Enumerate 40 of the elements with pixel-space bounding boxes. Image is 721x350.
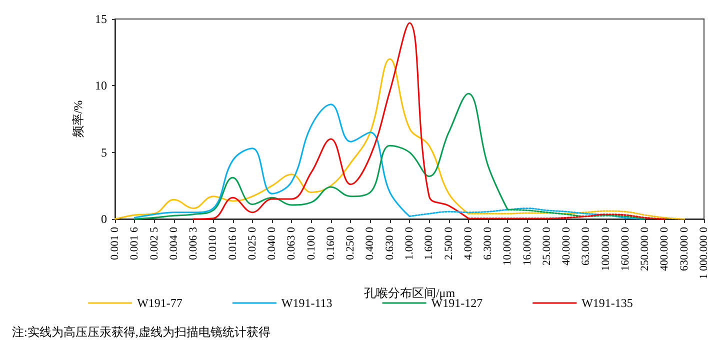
x-tick-label: 0.630 0 xyxy=(384,226,396,260)
x-tick-label: 0.063 0 xyxy=(286,226,298,260)
x-tick-label: 0.250 0 xyxy=(344,226,357,260)
x-tick-label: 63.000 0 xyxy=(580,226,592,266)
x-tick-label: 250.000 0 xyxy=(639,226,652,271)
x-tick-label: 0.006 3 xyxy=(188,226,200,260)
x-tick-label: 1 000.000 0 xyxy=(698,226,710,280)
x-tick-label: 630.000 0 xyxy=(678,226,690,271)
x-tick-label: 100.000 0 xyxy=(600,226,612,271)
x-tick-label: 16.000 0 xyxy=(521,226,534,266)
x-tick-label: 40.000 0 xyxy=(560,226,573,266)
x-tick-label: 160.000 0 xyxy=(619,226,632,271)
x-tick-label: 6.300 0 xyxy=(482,226,494,260)
y-axis-title: 频率/% xyxy=(71,100,86,138)
y-tick-label: 0 xyxy=(101,212,107,226)
x-tick-label: 0.160 0 xyxy=(324,226,337,260)
x-tick-label: 0.001 0 xyxy=(109,226,121,260)
x-tick-label: 2.500 0 xyxy=(442,226,455,260)
y-tick-label: 15 xyxy=(95,12,107,26)
legend-label: W191-135 xyxy=(582,296,633,310)
x-tick-label: 0.040 0 xyxy=(266,226,278,260)
x-tick-label: 1.600 0 xyxy=(423,226,436,260)
x-tick-label: 1.000 0 xyxy=(404,226,416,260)
legend-label: W191-77 xyxy=(137,296,182,310)
x-tick-label: 0.001 6 xyxy=(128,226,141,260)
x-tick-label: 4.000 0 xyxy=(462,226,474,260)
x-tick-label: 0.100 0 xyxy=(305,226,318,260)
x-tick-label: 0.004 0 xyxy=(168,226,180,260)
y-tick-label: 5 xyxy=(101,145,107,160)
y-tick-label: 10 xyxy=(95,78,107,93)
x-tick-label: 0.016 0 xyxy=(226,226,239,260)
x-tick-label: 0.010 0 xyxy=(207,226,220,260)
text: 注:实线为高压压汞获得,虚线为扫描电镜统计获得 xyxy=(12,325,270,339)
x-tick-label: 25.000 0 xyxy=(540,226,553,266)
legend-label: W191-113 xyxy=(281,296,332,310)
x-tick-label: 0.025 0 xyxy=(246,226,258,260)
x-tick-label: 10.000 0 xyxy=(502,226,514,266)
x-tick-label: 400.000 0 xyxy=(658,226,671,271)
x-tick-label: 0.400 0 xyxy=(364,226,376,260)
x-tick-label: 0.002 5 xyxy=(148,226,160,260)
